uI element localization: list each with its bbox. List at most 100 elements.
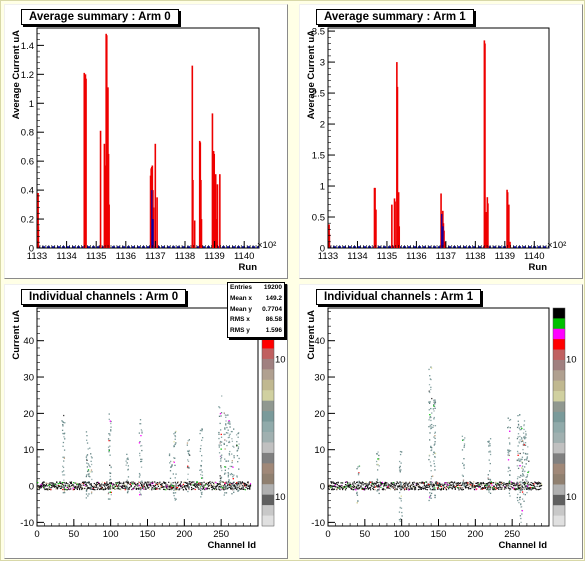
scatter-point (417, 482, 419, 484)
scatter-point (430, 475, 433, 478)
scatter-point (97, 481, 99, 484)
scatter-point (344, 483, 347, 486)
scatter-point (484, 485, 486, 488)
scatter-point (519, 496, 521, 498)
scatter-point (200, 496, 202, 498)
scatter-point (429, 488, 431, 490)
palette-cell (262, 379, 274, 391)
palette-cell (262, 400, 274, 412)
scatter-point (434, 403, 436, 405)
scatter-point (428, 458, 430, 461)
scatter-point (63, 414, 65, 417)
scatter-point (433, 444, 435, 446)
scatter-point (235, 483, 237, 485)
scatter-point (414, 488, 417, 490)
scatter-point (476, 488, 478, 490)
scatter-point (229, 450, 231, 453)
scatter-point (87, 448, 89, 450)
stats-value: 1.596 (265, 327, 282, 335)
scatter-point (169, 477, 172, 479)
scatter-point (394, 486, 396, 488)
scatter-point (238, 484, 240, 486)
scatter-point (230, 488, 232, 490)
scatter-point (535, 488, 537, 491)
scatter-point (69, 486, 71, 488)
scatter-point (108, 491, 110, 494)
scatter-point (433, 405, 435, 407)
scatter-point (238, 482, 240, 485)
scatter-point (373, 486, 375, 488)
scatter-point (413, 482, 415, 484)
scatter-point (149, 484, 151, 486)
scatter-point (340, 487, 342, 489)
scatter-point (96, 488, 98, 491)
scatter-point (108, 439, 110, 442)
scatter-point (430, 407, 432, 410)
scatter-point (170, 488, 172, 491)
scatter-point (62, 474, 64, 476)
scatter-point (215, 489, 217, 491)
scatter-point (518, 464, 521, 467)
scatter-point (114, 486, 116, 488)
scatter-point (506, 482, 508, 485)
scatter-point (364, 483, 367, 485)
scatter-point (358, 488, 360, 490)
scatter-point (95, 485, 98, 487)
scatter-point (533, 485, 535, 487)
scatter-point (411, 482, 414, 484)
scatter-point (434, 496, 436, 499)
scatter-point (434, 437, 436, 440)
scatter-point (49, 483, 51, 485)
scatter-point (187, 473, 189, 475)
scatter-point (88, 481, 90, 483)
scatter-point (89, 465, 91, 468)
bar (484, 43, 486, 249)
scatter-point (473, 484, 476, 487)
scatter-point (109, 483, 111, 485)
scatter-point (246, 484, 248, 486)
scatter-point (193, 484, 195, 486)
scatter-point (213, 482, 215, 484)
scatter-point (400, 495, 402, 497)
scatter-point (350, 487, 352, 489)
y-tick-label: 10 (314, 445, 325, 456)
scatter-point (463, 467, 465, 469)
scatter-point (445, 488, 448, 490)
scatter-point (382, 483, 384, 485)
scatter-point (508, 492, 511, 494)
scatter-point (521, 461, 523, 463)
scatter-point (162, 488, 165, 490)
scatter-point (53, 485, 55, 487)
scatter-point (85, 497, 87, 499)
scatter-point (448, 484, 451, 487)
scatter-point (94, 484, 96, 486)
scatter-point (389, 484, 391, 486)
scatter-point (417, 486, 420, 488)
scatter-point (487, 474, 489, 476)
scatter-point (117, 485, 119, 487)
scatter-point (87, 481, 89, 484)
scatter-point (467, 484, 469, 486)
y-tick-label: 3.5 (312, 27, 325, 38)
scatter-point (44, 484, 46, 487)
scatter-point (489, 492, 492, 494)
scatter-point (503, 482, 505, 484)
scatter-point (401, 511, 403, 514)
scatter-point (85, 475, 88, 478)
scatter-point (225, 420, 227, 422)
scatter-point (231, 461, 233, 464)
scatter-point (227, 481, 229, 483)
scatter-point (473, 486, 475, 488)
scatter-point (437, 484, 439, 487)
scatter-point (400, 485, 402, 487)
scatter-point (520, 489, 523, 491)
scatter-point (101, 481, 104, 483)
scatter-point (353, 485, 355, 488)
scatter-point (141, 432, 143, 434)
scatter-point (430, 483, 432, 485)
scatter-point (205, 488, 207, 490)
scatter-point (522, 473, 524, 475)
bar (508, 204, 510, 248)
scatter-point (141, 444, 143, 447)
scatter-point (535, 483, 537, 485)
